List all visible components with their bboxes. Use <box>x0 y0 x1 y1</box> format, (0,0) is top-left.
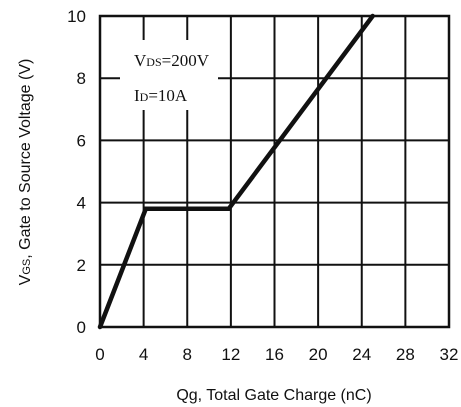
annotation-background <box>120 40 218 110</box>
x-tick-label-8: 32 <box>440 345 459 364</box>
y-tick-label-4: 8 <box>77 69 86 88</box>
x-tick-label-4: 16 <box>265 345 284 364</box>
y-tick-label-1: 2 <box>77 256 86 275</box>
y-tick-label-0: 0 <box>77 318 86 337</box>
x-tick-labels: 0 4 8 12 16 20 24 28 32 <box>95 345 458 364</box>
x-tick-label-7: 28 <box>396 345 415 364</box>
x-tick-label-2: 8 <box>183 345 192 364</box>
annotation-vds: VDS=200V <box>134 51 210 70</box>
x-tick-label-1: 4 <box>139 345 148 364</box>
y-tick-label-3: 6 <box>77 131 86 150</box>
series-line <box>97 13 375 330</box>
x-tick-label-3: 12 <box>221 345 240 364</box>
x-tick-label-0: 0 <box>95 345 104 364</box>
x-tick-label-6: 24 <box>352 345 371 364</box>
y-tick-label-2: 4 <box>77 194 86 213</box>
y-axis-label: VGS, Gate to Source Voltage (V) <box>17 59 34 286</box>
plot-frame <box>98 14 451 329</box>
annotation-id: ID=10A <box>134 86 188 105</box>
x-tick-label-5: 20 <box>309 345 328 364</box>
y-tick-labels: 0 2 4 6 8 10 <box>67 7 86 337</box>
x-axis-label: Qg, Total Gate Charge (nC) <box>176 387 371 404</box>
y-tick-label-5: 10 <box>67 7 86 26</box>
